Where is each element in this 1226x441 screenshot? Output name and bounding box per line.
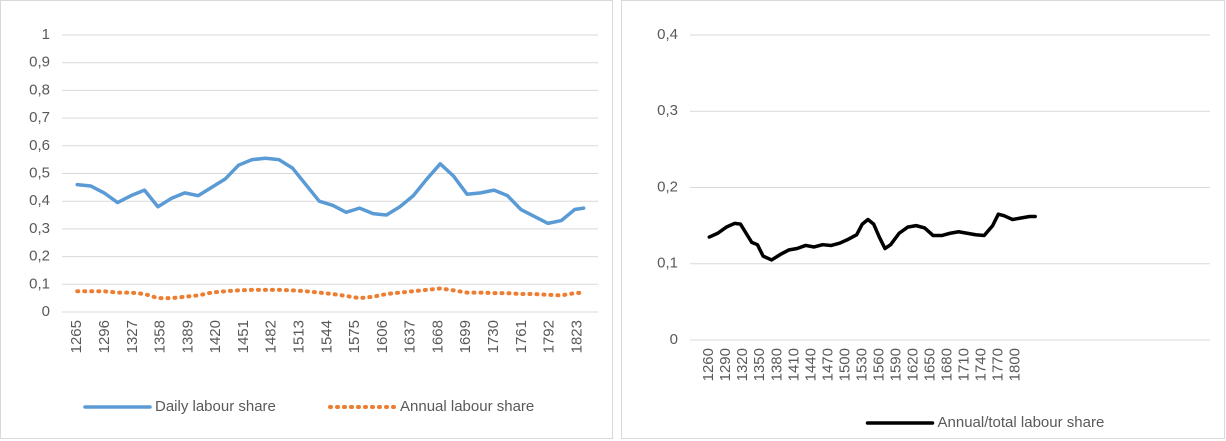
y-tick-label: 0,4: [657, 26, 678, 43]
panel-border: [621, 0, 1225, 439]
x-tick-label: 1296: [96, 320, 113, 353]
x-tick-label: 1500: [836, 348, 853, 381]
x-tick-label: 1650: [921, 348, 938, 381]
x-tick-label: 1590: [887, 348, 904, 381]
x-tick-label: 1410: [785, 348, 802, 381]
x-tick-label: 1740: [972, 348, 989, 381]
x-tick-label: 1699: [457, 320, 474, 353]
x-tick-label: 1451: [235, 320, 252, 353]
x-tick-label: 1327: [124, 320, 141, 353]
y-tick-label: 0,6: [29, 137, 50, 154]
x-tick-label: 1389: [179, 320, 196, 353]
x-tick-label: 1710: [955, 348, 972, 381]
legend-label: Annual/total labour share: [938, 414, 1105, 431]
x-tick-label: 1792: [541, 320, 558, 353]
x-tick-label: 1800: [1006, 348, 1023, 381]
x-tick-label: 1575: [346, 320, 363, 353]
y-tick-label: 0,2: [29, 248, 50, 265]
series-line: [707, 212, 1037, 262]
legend-label: Annual labour share: [400, 398, 534, 415]
x-tick-label: 1260: [700, 348, 717, 381]
panel-border: [0, 0, 613, 439]
y-tick-label: 0,3: [29, 220, 50, 237]
x-tick-label: 1482: [263, 320, 280, 353]
series-line: [75, 286, 586, 301]
y-tick-label: 1: [42, 26, 50, 43]
x-tick-label: 1770: [989, 348, 1006, 381]
x-tick-label: 1668: [429, 320, 446, 353]
x-tick-label: 1470: [819, 348, 836, 381]
x-tick-label: 1530: [853, 348, 870, 381]
x-tick-label: 1761: [513, 320, 530, 353]
x-tick-label: 1560: [870, 348, 887, 381]
legend-label: Daily labour share: [155, 398, 276, 415]
x-tick-label: 1265: [68, 320, 85, 353]
y-tick-label: 0: [42, 303, 50, 320]
y-tick-label: 0,5: [29, 164, 50, 181]
x-tick-label: 1420: [207, 320, 224, 353]
y-tick-label: 0: [670, 331, 678, 348]
x-tick-label: 1380: [768, 348, 785, 381]
x-tick-label: 1440: [802, 348, 819, 381]
x-tick-label: 1606: [374, 320, 391, 353]
y-tick-label: 0,1: [29, 275, 50, 292]
x-tick-label: 1358: [152, 320, 169, 353]
y-tick-label: 0,3: [657, 102, 678, 119]
x-tick-label: 1320: [734, 348, 751, 381]
x-tick-label: 1730: [485, 320, 502, 353]
y-tick-label: 0,7: [29, 109, 50, 126]
x-tick-label: 1290: [717, 348, 734, 381]
x-tick-label: 1637: [402, 320, 419, 353]
y-tick-label: 0,8: [29, 81, 50, 98]
series-line: [75, 156, 586, 226]
x-tick-label: 1350: [751, 348, 768, 381]
y-tick-label: 0,4: [29, 192, 50, 209]
x-tick-label: 1823: [568, 320, 585, 353]
x-tick-label: 1620: [904, 348, 921, 381]
x-tick-label: 1544: [318, 320, 335, 353]
x-tick-label: 1680: [938, 348, 955, 381]
x-tick-label: 1513: [290, 320, 307, 353]
y-tick-label: 0,1: [657, 255, 678, 272]
y-tick-label: 0,2: [657, 178, 678, 195]
y-tick-label: 0,9: [29, 54, 50, 71]
